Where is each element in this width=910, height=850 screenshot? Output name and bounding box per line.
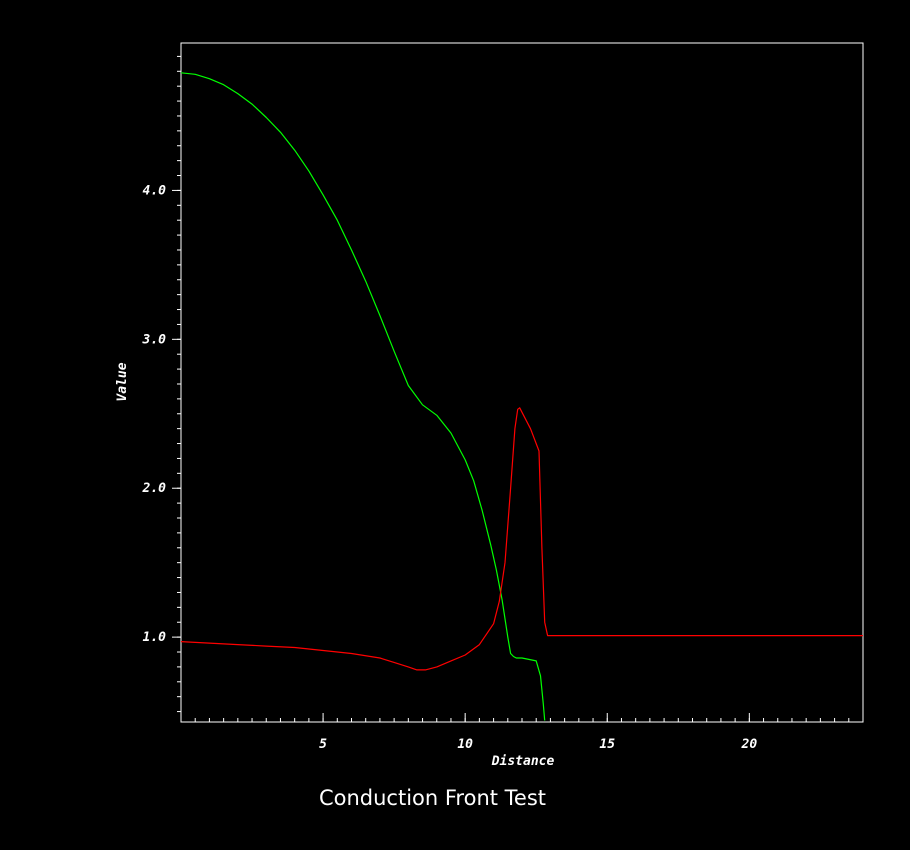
chart-title: Conduction Front Test — [318, 786, 547, 810]
series-line-1 — [181, 72, 546, 721]
series-layer — [181, 72, 863, 721]
y-tick-label: 1.0 — [143, 630, 167, 645]
x-tick-label: 5 — [319, 737, 327, 752]
y-axis-title: Value — [115, 362, 130, 401]
y-tick-label: 3.0 — [142, 332, 167, 347]
x-axis-ticks: 5 10 15 20 — [180, 713, 864, 752]
x-tick-label: 20 — [741, 737, 758, 752]
y-tick-label: 4.0 — [143, 183, 167, 198]
x-axis-title: Distance — [491, 754, 555, 769]
y-axis-ticks: 1.0 2.0 3.0 4.0 — [142, 55, 181, 713]
y-tick-label: 2.0 — [142, 481, 167, 496]
x-tick-label: 15 — [599, 737, 615, 752]
series-line-2 — [181, 407, 863, 671]
x-tick-label: 10 — [457, 737, 473, 752]
